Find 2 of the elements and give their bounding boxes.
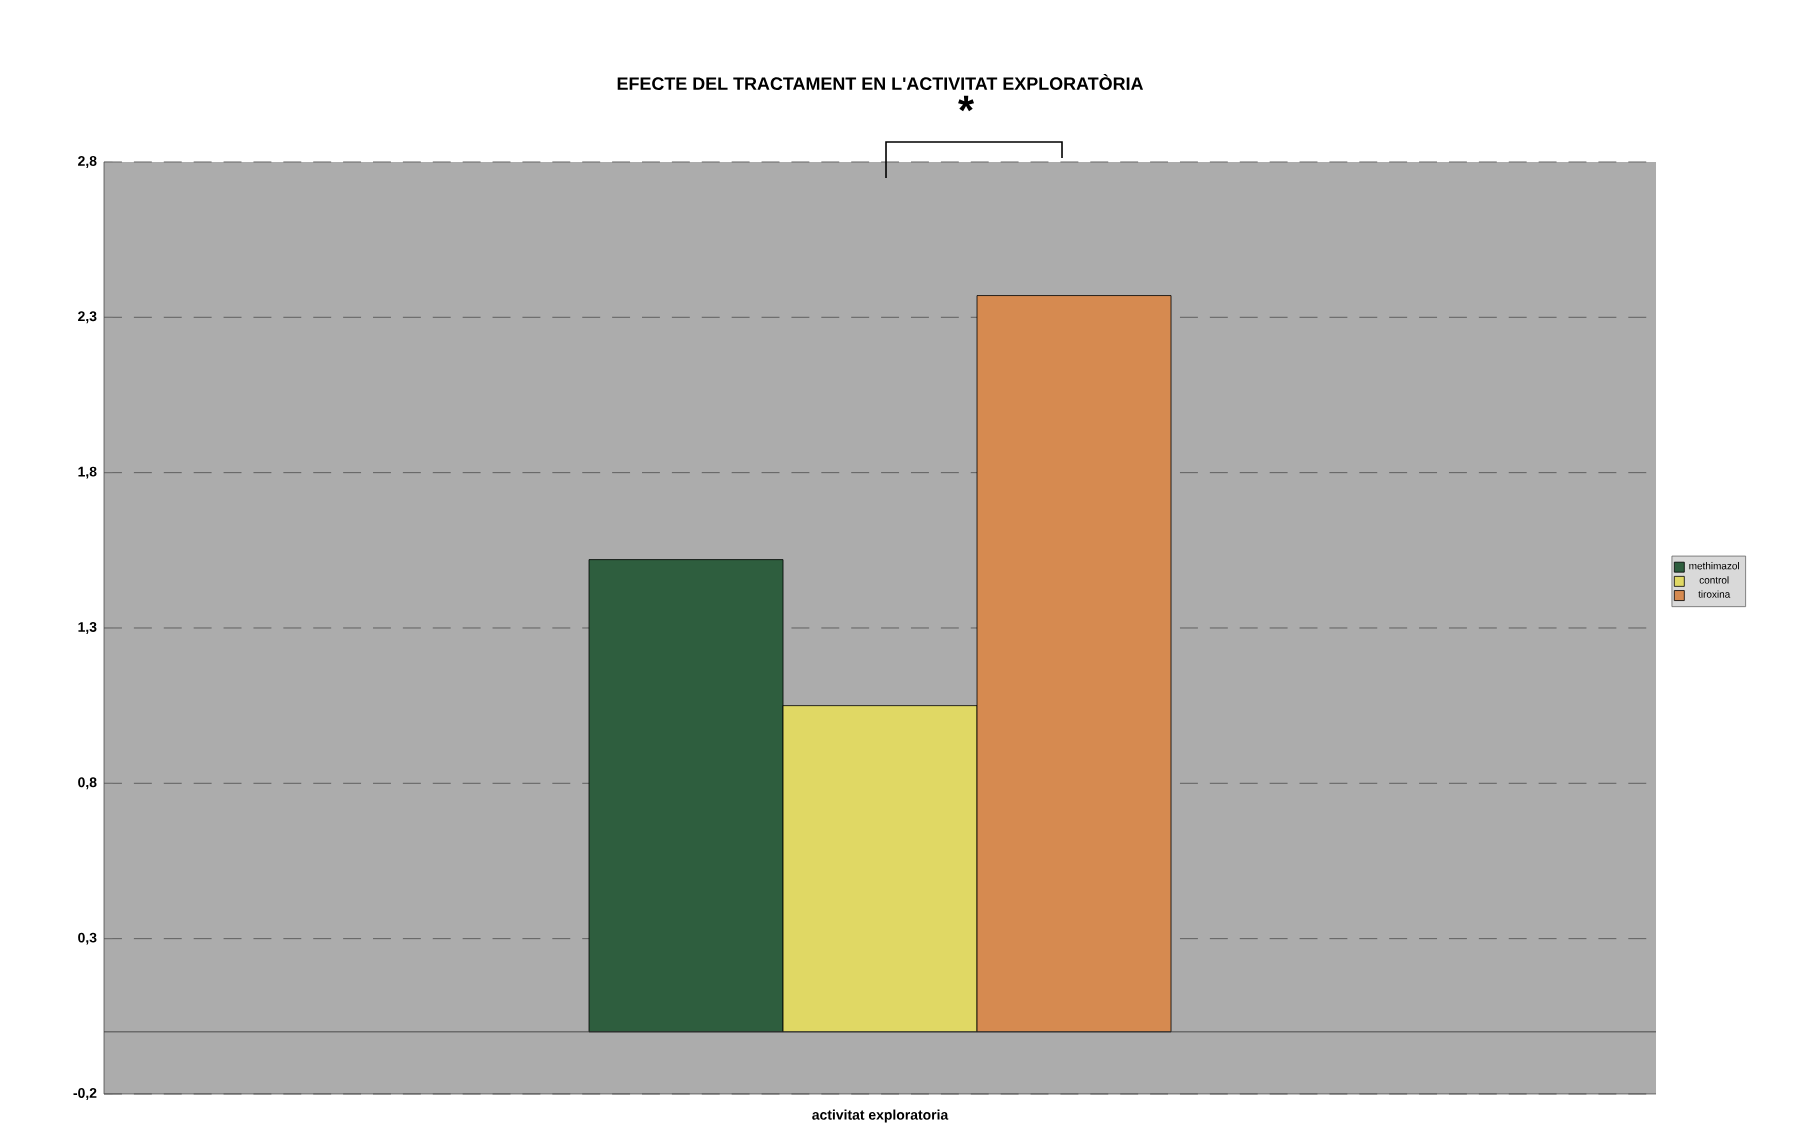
chart-title: EFECTE DEL TRACTAMENT EN L'ACTIVITAT EXPLORATÒRIA	[617, 73, 1144, 91]
text: *	[958, 95, 974, 112]
